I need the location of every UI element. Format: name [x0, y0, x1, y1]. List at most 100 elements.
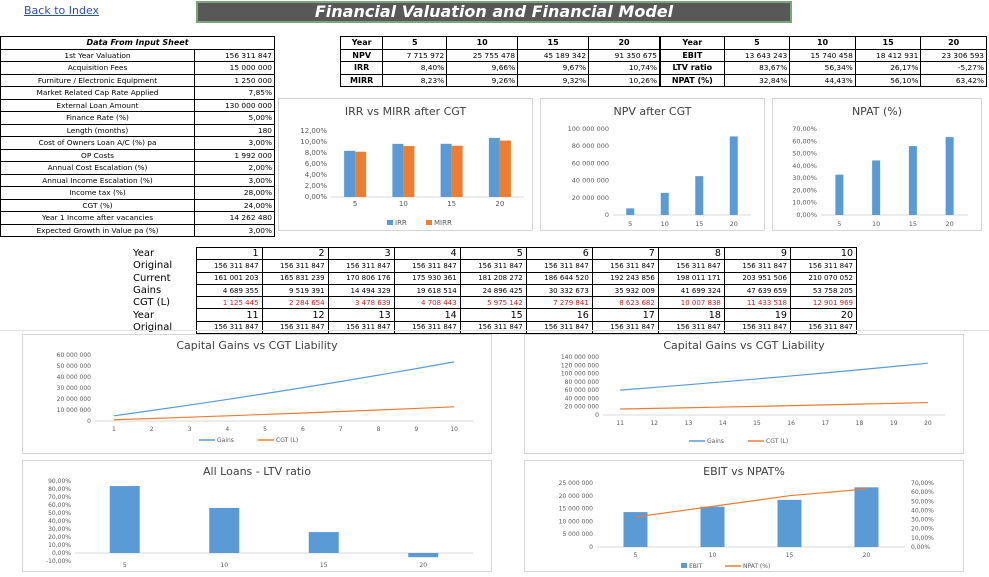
input-label: Year 1 Income after vacancies — [0, 211, 195, 225]
y-tick-label: 70,00% — [48, 494, 71, 501]
y-tick-label: 50,00% — [792, 150, 817, 158]
ltv-chart-panel: All Loans - LTV ratio -10,00% 0,00% 10,00%… — [22, 460, 492, 572]
stat-header-cell: Year — [339, 36, 384, 50]
grid-cell: 161 001 203 — [195, 271, 263, 285]
x-tick-label: 1 — [112, 426, 116, 433]
grid-cell: 2 284 654 — [261, 296, 329, 310]
bar — [626, 208, 635, 215]
grid-cell: 156 311 847 — [657, 320, 725, 335]
grid-cell: 156 311 847 — [591, 320, 659, 335]
stat-value: 13 643 243 — [723, 48, 791, 62]
stat-value: 10,74% — [588, 61, 660, 75]
y-tick-label: 40 000 000 — [565, 395, 600, 402]
x-tick-label: 5 — [837, 220, 841, 228]
input-label: Market Related Cap Rate Applied — [0, 86, 195, 100]
grid-cell: 4 — [393, 246, 461, 261]
grid-cell: 19 618 514 — [393, 283, 461, 298]
stat-value: 7 715 972 — [382, 48, 448, 62]
y-tick-label: 20 000 000 — [559, 493, 594, 500]
stat-value: -5,27% — [920, 61, 987, 75]
stat-value: 26,17% — [854, 61, 922, 75]
y-tick-label: 15 000 000 — [559, 506, 594, 513]
stat-value: 45 189 342 — [517, 48, 590, 62]
grid-cell: 4 708 443 — [393, 296, 461, 310]
x-tick-label: 20 — [495, 200, 504, 208]
bar — [695, 176, 704, 215]
y-tick-label: 5 000 000 — [562, 531, 593, 538]
grid-cell: 7 — [591, 246, 659, 261]
input-value: 5,00% — [194, 111, 275, 125]
y-tick-label: 100 000 000 — [568, 125, 609, 133]
x-tick-label: 6 — [301, 426, 305, 433]
x-tick-label: 8 — [377, 426, 381, 433]
y-tick-label: 80 000 000 — [565, 379, 600, 386]
stat-header-cell: 15 — [517, 36, 590, 50]
grid-cell: 156 311 847 — [327, 259, 395, 273]
y-tick-label: 60,00% — [48, 502, 71, 509]
input-value: 1 992 000 — [194, 148, 275, 162]
grid-cell: 1 125 445 — [195, 296, 263, 310]
y-tick-label: 40,00% — [48, 518, 71, 525]
legend-label: NPAT (%) — [743, 563, 770, 570]
x-tick-label: 9 — [414, 426, 418, 433]
input-value: 14 262 480 — [194, 211, 275, 225]
npat-chart-panel: NPAT (%) 0,00% 10,00% 20,00% 30,00% 40,00% 50… — [772, 98, 982, 231]
divider — [0, 330, 989, 331]
grid-cell: 156 311 847 — [393, 259, 461, 273]
grid-cell: 4 689 355 — [195, 283, 263, 298]
ebit-npat-chart-title: EBIT vs NPAT% — [703, 465, 785, 478]
y-tick-label: 10 000 000 — [57, 407, 92, 414]
stat-value: 23 306 593 — [920, 48, 987, 62]
grid-cell: 12 901 969 — [789, 296, 858, 310]
stat-header-cell: Year — [660, 36, 725, 50]
grid-cell: 47 639 659 — [723, 283, 791, 298]
grid-cell: 203 951 506 — [723, 271, 791, 285]
x-tick-label: 5 — [353, 200, 357, 208]
x-tick-label: 20 — [863, 552, 871, 559]
y-tick-label: 30,00% — [792, 174, 817, 182]
stat-value: 18 412 931 — [854, 48, 922, 62]
input-label: CGT (%) — [0, 198, 195, 212]
ebit-ltv-table: Year 5 10 15 20 EBIT 13 643 243 15 740 458 18 41… — [660, 36, 987, 87]
stat-header-cell: 15 — [854, 36, 922, 50]
x-tick-label: 20 — [730, 220, 738, 228]
input-label: Annual Cost Escalation (%) — [0, 161, 195, 175]
stat-value: 56,34% — [789, 61, 856, 75]
legend-label: CGT (L) — [276, 437, 298, 444]
stat-value: 44,43% — [789, 73, 856, 87]
x-tick-label: 12 — [650, 420, 658, 427]
legend-label: Gains — [217, 437, 234, 444]
grid-cell: 5 975 142 — [459, 296, 527, 310]
y-tick-label: 8,00% — [305, 149, 328, 157]
input-label: External Loan Amount — [0, 98, 195, 112]
stat-value: 8,40% — [382, 61, 448, 75]
bar — [488, 137, 500, 197]
page-title: Financial Valuation and Financial Model — [196, 1, 792, 23]
grid-cell: 3 — [327, 246, 395, 261]
back-to-index-link[interactable]: Back to Index — [24, 4, 100, 17]
y-tick-label: 30,00% — [48, 526, 71, 533]
grid-cell: 156 311 847 — [657, 259, 725, 273]
input-value: 156 311 847 — [194, 48, 275, 62]
grid-cell: 156 311 847 — [723, 259, 791, 273]
grid-cell: 9 — [723, 246, 791, 261]
npv-chart-title: NPV after CGT — [613, 105, 692, 118]
grid-cell: 13 — [327, 308, 395, 322]
input-label: Expected Growth in Value pa (%) — [0, 223, 195, 237]
input-value: 24,00% — [194, 198, 275, 212]
grid-row-label: Original — [133, 260, 173, 272]
y-tick-label: 25 000 000 — [559, 480, 594, 487]
npv-chart: 0 20 000 000 40 000 000 60 000 000 80 000 00… — [568, 125, 751, 228]
stat-value: 83,67% — [723, 61, 791, 75]
y-tick-label: 0 — [605, 211, 609, 219]
bar — [854, 487, 879, 547]
legend-marker — [387, 220, 393, 225]
grid-cell: 9 519 391 — [261, 283, 329, 298]
stat-value: 15 740 458 — [789, 48, 856, 62]
input-value: 2,00% — [194, 161, 275, 175]
x-tick-label: 5 — [628, 220, 632, 228]
irr-mirr-chart: 0,00% 2,00% 4,00% 6,00% 8,00% 10,00% 12,00% 5 10… — [300, 127, 524, 227]
y-tick-label: 0,00% — [305, 193, 328, 201]
grid-cell: 17 — [591, 308, 659, 322]
grid-cell: 181 208 272 — [459, 271, 527, 285]
